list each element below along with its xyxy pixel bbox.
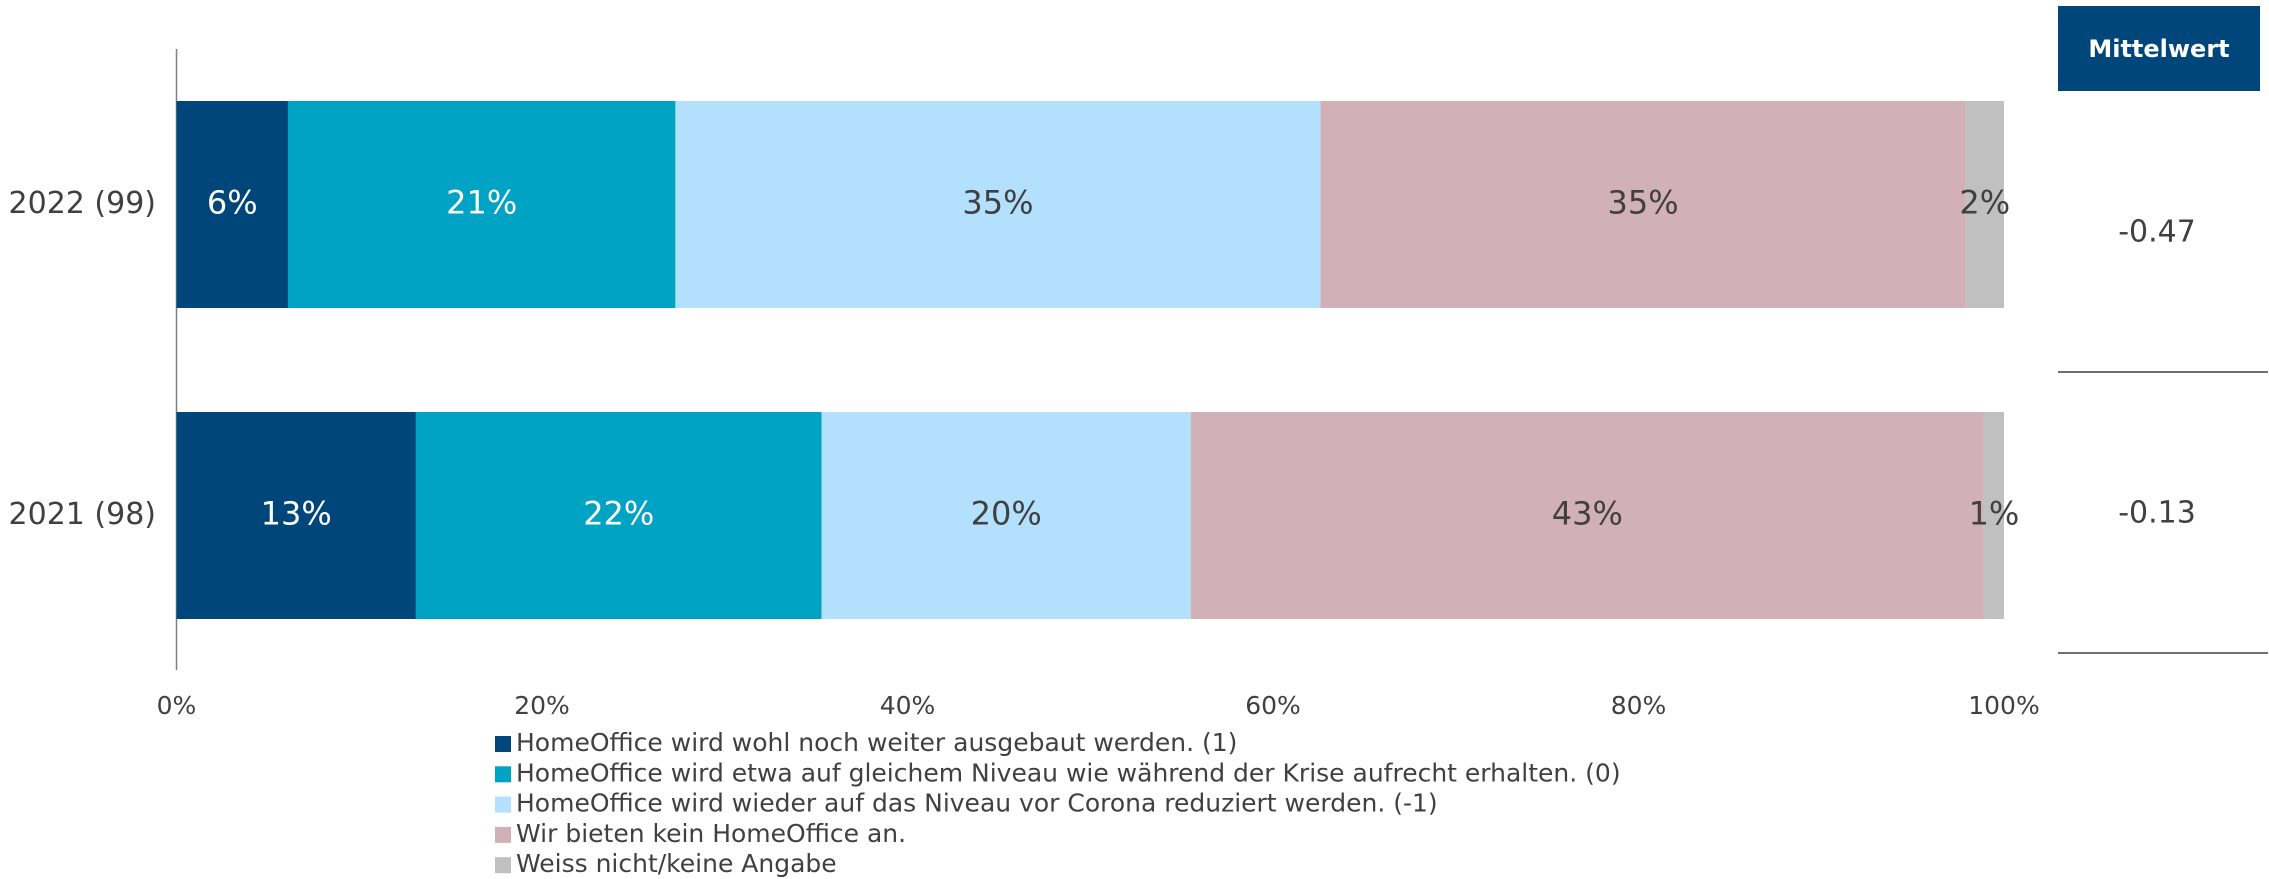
x-tick-label: 80%	[1611, 691, 1667, 720]
bar-segment	[176, 101, 288, 308]
bar-segment	[821, 412, 1191, 619]
x-tick-label: 100%	[1968, 691, 2039, 720]
legend-swatch	[495, 766, 511, 783]
legend-swatch	[495, 857, 511, 874]
data-label: 13%	[261, 495, 332, 533]
legend-label: HomeOffice wird etwa auf gleichem Niveau…	[516, 758, 1621, 787]
mean-value: -0.47	[2118, 215, 2196, 250]
bar-segment	[1320, 101, 1966, 308]
bar-segment	[1983, 412, 2004, 619]
x-tick-label: 0%	[157, 691, 197, 720]
data-label: 6%	[207, 184, 258, 222]
x-tick-label: 20%	[514, 691, 570, 720]
legend-label: HomeOffice wird wieder auf das Niveau vo…	[516, 789, 1438, 818]
bar-segment	[287, 101, 676, 308]
legend-swatch	[495, 736, 511, 752]
x-tick-label: 60%	[1245, 691, 1301, 720]
data-label: 35%	[1608, 184, 1679, 222]
data-label: 2%	[1959, 184, 2010, 222]
legend-swatch	[495, 826, 511, 843]
data-label: 43%	[1552, 495, 1623, 533]
y-tick-label: 2021 (98)	[9, 497, 156, 532]
y-tick-label: 2022 (99)	[9, 186, 156, 221]
mean-header-box	[2058, 6, 2260, 91]
legend-label: HomeOffice wird wohl noch weiter ausgeba…	[516, 728, 1237, 757]
bar-segment	[415, 412, 822, 619]
mean-value: -0.13	[2118, 496, 2196, 531]
bar-segment	[176, 412, 416, 619]
legend-swatch	[495, 796, 511, 813]
data-label: 35%	[962, 184, 1033, 222]
legend-label: Weiss nicht/keine Angabe	[516, 849, 837, 878]
x-tick-label: 40%	[880, 691, 936, 720]
data-label: 21%	[446, 184, 517, 222]
bar-segment	[675, 101, 1321, 308]
bar-segment	[1965, 101, 2004, 308]
bar-segment	[1190, 412, 1984, 619]
data-label: 1%	[1969, 495, 2020, 533]
data-label: 22%	[583, 495, 654, 533]
legend-label: Wir bieten kein HomeOffice an.	[516, 819, 906, 848]
data-label: 20%	[971, 495, 1042, 533]
mean-header: Mittelwert	[2088, 35, 2229, 63]
